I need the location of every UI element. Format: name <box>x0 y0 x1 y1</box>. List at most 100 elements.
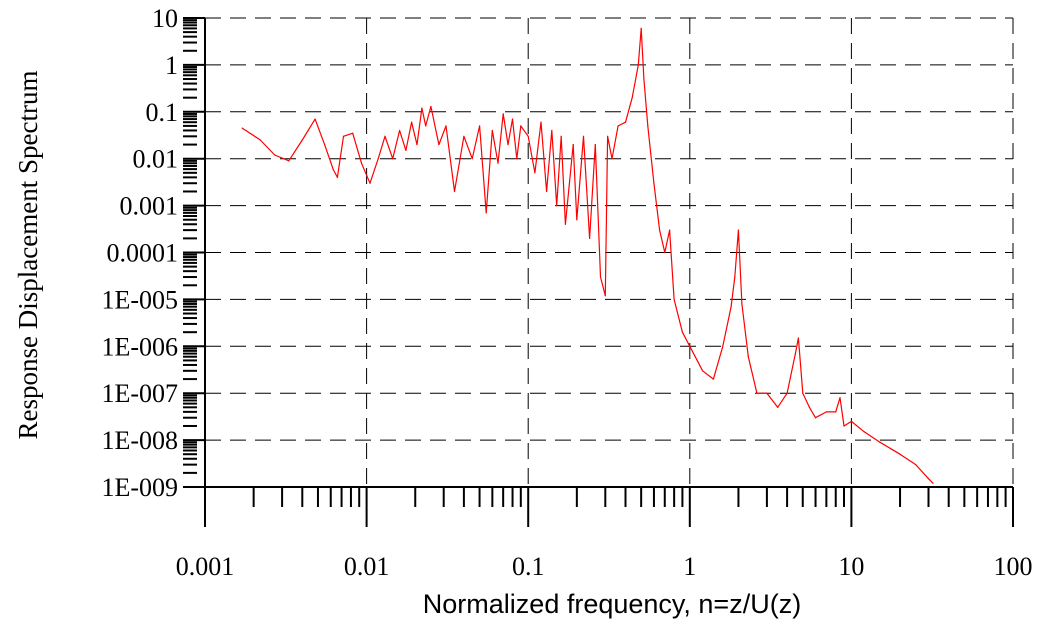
data-point <box>438 143 440 146</box>
data-point <box>643 78 645 80</box>
data-point <box>445 125 447 127</box>
y-tick-label: 1E-007 <box>101 379 178 408</box>
y-tick-label: 0.001 <box>120 192 179 221</box>
grid <box>205 17 1014 487</box>
data-point <box>342 135 345 137</box>
y-tick-label: 10 <box>152 4 178 33</box>
series-group <box>241 27 934 484</box>
data-point <box>572 143 574 146</box>
data-point <box>527 135 529 137</box>
data-point <box>594 143 596 146</box>
series-line <box>241 27 934 484</box>
data-point <box>369 182 371 184</box>
data-point <box>843 425 845 427</box>
data-point <box>681 331 684 333</box>
data-point <box>520 125 522 127</box>
data-point <box>502 113 504 115</box>
data-point <box>624 121 627 123</box>
data-point <box>377 158 379 160</box>
data-point <box>314 118 316 120</box>
data-point <box>863 431 865 433</box>
data-point <box>664 251 666 254</box>
data-point <box>589 237 591 239</box>
data-point <box>259 139 261 141</box>
data-point <box>607 135 609 137</box>
data-point <box>786 392 788 394</box>
data-point <box>416 143 418 146</box>
y-tick-label: 0.01 <box>133 145 179 174</box>
data-point <box>927 478 930 480</box>
x-tick-label: 10 <box>838 552 864 581</box>
data-point <box>332 168 334 170</box>
x-tick-label: 0.001 <box>176 552 235 581</box>
data-point <box>352 132 354 134</box>
data-point <box>794 352 796 355</box>
data-point <box>669 229 671 231</box>
data-point <box>839 397 841 399</box>
data-point <box>734 276 736 278</box>
data-point <box>288 160 290 162</box>
data-point <box>360 162 363 164</box>
data-point <box>737 229 740 231</box>
data-point <box>540 121 542 123</box>
data-point <box>653 182 655 184</box>
y-tick-label: 0.1 <box>146 98 179 127</box>
x-tick-label: 0.01 <box>344 552 390 581</box>
data-point <box>647 125 649 127</box>
data-point <box>511 118 514 120</box>
data-point <box>453 190 456 193</box>
data-point <box>722 345 724 347</box>
x-tick-label: 0.1 <box>512 552 545 581</box>
axis-ticks <box>183 17 1014 527</box>
data-point <box>915 464 917 466</box>
data-point <box>398 129 401 132</box>
y-tick-label: 1E-008 <box>101 426 178 455</box>
y-tick-label: 1E-009 <box>101 473 178 502</box>
data-point <box>689 345 691 347</box>
data-point <box>637 64 639 66</box>
data-point <box>825 411 827 413</box>
data-point <box>640 27 642 30</box>
data-point <box>405 149 407 152</box>
data-point <box>712 378 715 380</box>
data-point <box>747 356 749 358</box>
data-point <box>425 125 427 127</box>
data-point <box>560 135 562 137</box>
data-point <box>899 453 901 455</box>
data-point <box>564 223 567 225</box>
data-point <box>814 417 817 419</box>
data-point <box>582 135 585 137</box>
data-point <box>879 441 881 443</box>
data-point <box>835 411 837 413</box>
data-point <box>777 406 779 408</box>
data-point <box>411 121 413 123</box>
data-point <box>421 107 423 109</box>
data-point <box>556 205 558 207</box>
x-tick-labels: 0.001 0.01 0.1 1 10 100 <box>176 552 1033 581</box>
data-point <box>491 129 493 132</box>
data-point <box>797 337 800 339</box>
data-point <box>516 158 518 160</box>
data-point <box>617 125 619 127</box>
data-point <box>599 276 602 278</box>
data-point <box>478 125 481 127</box>
data-point <box>534 172 536 174</box>
data-point <box>497 162 499 164</box>
data-point <box>850 420 853 423</box>
x-tick-label: 1 <box>683 552 696 581</box>
data-point <box>673 298 675 300</box>
data-point <box>485 212 487 214</box>
y-tick-label: 1E-006 <box>101 332 178 361</box>
data-point <box>507 143 509 146</box>
data-point <box>336 176 339 178</box>
data-point <box>546 190 548 193</box>
data-point <box>658 229 661 231</box>
x-axis-label: Normalized frequency, n=z/U(z) <box>423 589 801 619</box>
data-point <box>324 143 326 146</box>
data-point <box>808 406 811 408</box>
data-point <box>274 154 276 156</box>
data-point <box>631 97 633 99</box>
y-tick-label: 1 <box>165 51 178 80</box>
data-point <box>604 295 606 297</box>
